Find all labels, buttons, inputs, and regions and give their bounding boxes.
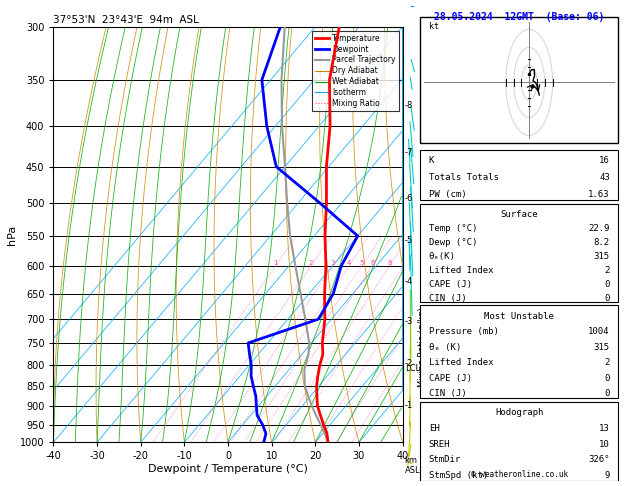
Text: 0: 0: [604, 280, 610, 289]
Text: 1: 1: [273, 260, 278, 266]
Text: 315: 315: [594, 252, 610, 261]
Text: 13: 13: [599, 424, 610, 433]
Text: CAPE (J): CAPE (J): [428, 280, 472, 289]
Text: Pressure (mb): Pressure (mb): [428, 327, 499, 336]
Text: 5: 5: [359, 260, 364, 266]
Text: -1: -1: [404, 400, 413, 410]
Text: 3: 3: [330, 260, 335, 266]
Text: 0: 0: [604, 374, 610, 382]
Text: 37°53'N  23°43'E  94m  ASL: 37°53'N 23°43'E 94m ASL: [53, 15, 199, 25]
Text: CIN (J): CIN (J): [428, 389, 466, 398]
Text: Mixing Ratio (g/kg): Mixing Ratio (g/kg): [418, 308, 426, 387]
Text: 6: 6: [370, 260, 374, 266]
Bar: [420, 17, 618, 143]
Text: 8.2: 8.2: [594, 238, 610, 247]
Text: km
ASL: km ASL: [404, 456, 420, 475]
Text: 43: 43: [599, 173, 610, 182]
Text: 315: 315: [594, 343, 610, 351]
Text: Hodograph: Hodograph: [495, 408, 543, 417]
Text: 2: 2: [604, 266, 610, 275]
Text: 8: 8: [387, 260, 392, 266]
Text: 9: 9: [604, 471, 610, 480]
Text: θₑ(K): θₑ(K): [428, 252, 455, 261]
Text: -3: -3: [404, 317, 413, 326]
Text: θₑ (K): θₑ (K): [428, 343, 461, 351]
Bar: [420, 305, 618, 398]
Text: 0: 0: [604, 294, 610, 303]
Text: SREH: SREH: [428, 440, 450, 449]
Text: CAPE (J): CAPE (J): [428, 374, 472, 382]
Text: -4: -4: [404, 277, 413, 286]
Text: Lifted Index: Lifted Index: [428, 266, 493, 275]
Text: 16: 16: [599, 156, 610, 165]
Text: -7: -7: [404, 148, 413, 157]
Text: -2: -2: [404, 359, 413, 367]
Text: 28.05.2024  12GMT  (Base: 06): 28.05.2024 12GMT (Base: 06): [434, 12, 604, 22]
Legend: Temperature, Dewpoint, Parcel Trajectory, Dry Adiabat, Wet Adiabat, Isotherm, Mi: Temperature, Dewpoint, Parcel Trajectory…: [313, 31, 399, 111]
Y-axis label: hPa: hPa: [7, 225, 17, 244]
Text: -5: -5: [404, 236, 413, 245]
Text: CIN (J): CIN (J): [428, 294, 466, 303]
Text: StmSpd (kt): StmSpd (kt): [428, 471, 487, 480]
Text: 0: 0: [604, 389, 610, 398]
Text: K: K: [428, 156, 434, 165]
Text: 4: 4: [347, 260, 351, 266]
X-axis label: Dewpoint / Temperature (°C): Dewpoint / Temperature (°C): [148, 464, 308, 474]
Text: 1.63: 1.63: [588, 190, 610, 199]
Text: -8: -8: [404, 101, 413, 110]
Text: Lifted Index: Lifted Index: [428, 358, 493, 367]
Text: © weatheronline.co.uk: © weatheronline.co.uk: [470, 470, 568, 479]
Text: Most Unstable: Most Unstable: [484, 312, 554, 321]
Text: EH: EH: [428, 424, 440, 433]
Text: 22.9: 22.9: [588, 224, 610, 233]
Text: -6: -6: [404, 193, 413, 203]
Bar: [420, 204, 618, 302]
Text: Dewp (°C): Dewp (°C): [428, 238, 477, 247]
Bar: [420, 150, 618, 200]
Text: 2: 2: [309, 260, 313, 266]
Text: 1004: 1004: [588, 327, 610, 336]
Text: PW (cm): PW (cm): [428, 190, 466, 199]
Text: 326°: 326°: [588, 455, 610, 465]
Bar: [420, 402, 618, 481]
Text: LCL: LCL: [404, 364, 420, 373]
Text: Surface: Surface: [501, 210, 538, 219]
Text: 10: 10: [599, 440, 610, 449]
Text: kt: kt: [428, 21, 438, 31]
Text: StmDir: StmDir: [428, 455, 461, 465]
Text: Temp (°C): Temp (°C): [428, 224, 477, 233]
Text: 2: 2: [604, 358, 610, 367]
Text: Totals Totals: Totals Totals: [428, 173, 499, 182]
